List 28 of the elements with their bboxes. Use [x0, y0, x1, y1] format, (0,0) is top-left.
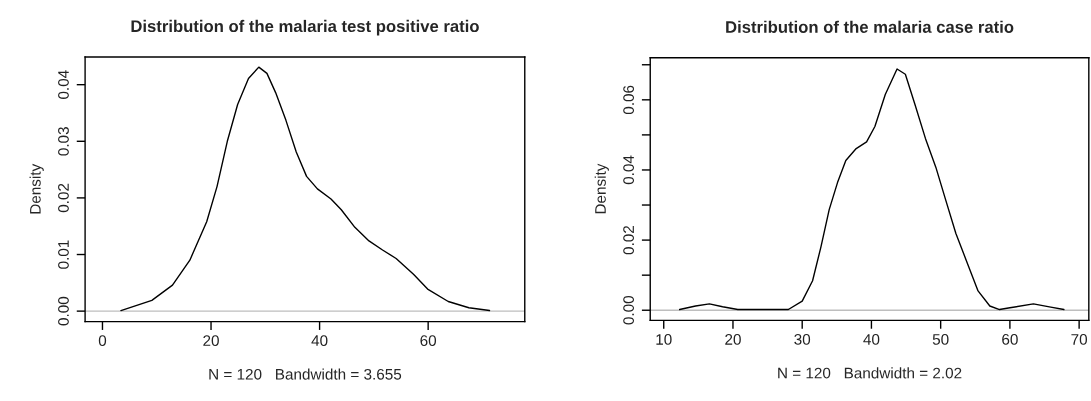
- y-axis-title: Density: [29, 163, 44, 214]
- chart-title: Distribution of the malaria case ratio: [726, 20, 1014, 33]
- y-tick-label: 0.04: [623, 155, 635, 185]
- x-axis-title: N = 120 Bandwidth = 2.02: [778, 367, 962, 379]
- x-tick-label: 30: [794, 334, 811, 345]
- chart-title: Distribution of the malaria test positive ratio: [131, 19, 479, 36]
- y-tick-label: 0.00: [623, 295, 635, 325]
- x-tick-label: 40: [863, 334, 880, 345]
- y-tick-label: 0.06: [623, 85, 635, 115]
- line-series: [120, 66, 491, 312]
- x-tick-label: 0: [98, 335, 107, 347]
- x-tick-label: 20: [203, 335, 219, 347]
- y-tick-label: 0.02: [623, 225, 635, 255]
- line-series: [678, 68, 1065, 311]
- y-tick-label: 0.01: [58, 240, 69, 269]
- y-tick-label: 0.02: [58, 183, 69, 213]
- x-tick-label: 20: [725, 334, 741, 345]
- y-tick-label: 0.04: [58, 70, 69, 99]
- x-tick-label: 60: [420, 335, 437, 347]
- x-tick-label: 50: [932, 334, 949, 345]
- x-axis-title: N = 120 Bandwidth = 3.655: [209, 368, 402, 380]
- x-tick-label: 70: [1071, 334, 1088, 345]
- x-tick-label: 40: [311, 335, 328, 347]
- x-tick-label: 60: [1002, 334, 1018, 345]
- y-axis-title: Density: [594, 163, 609, 214]
- y-tick-label: 0.03: [58, 127, 69, 156]
- y-tick-label: 0.00: [58, 296, 69, 326]
- x-tick-label: 10: [656, 334, 672, 345]
